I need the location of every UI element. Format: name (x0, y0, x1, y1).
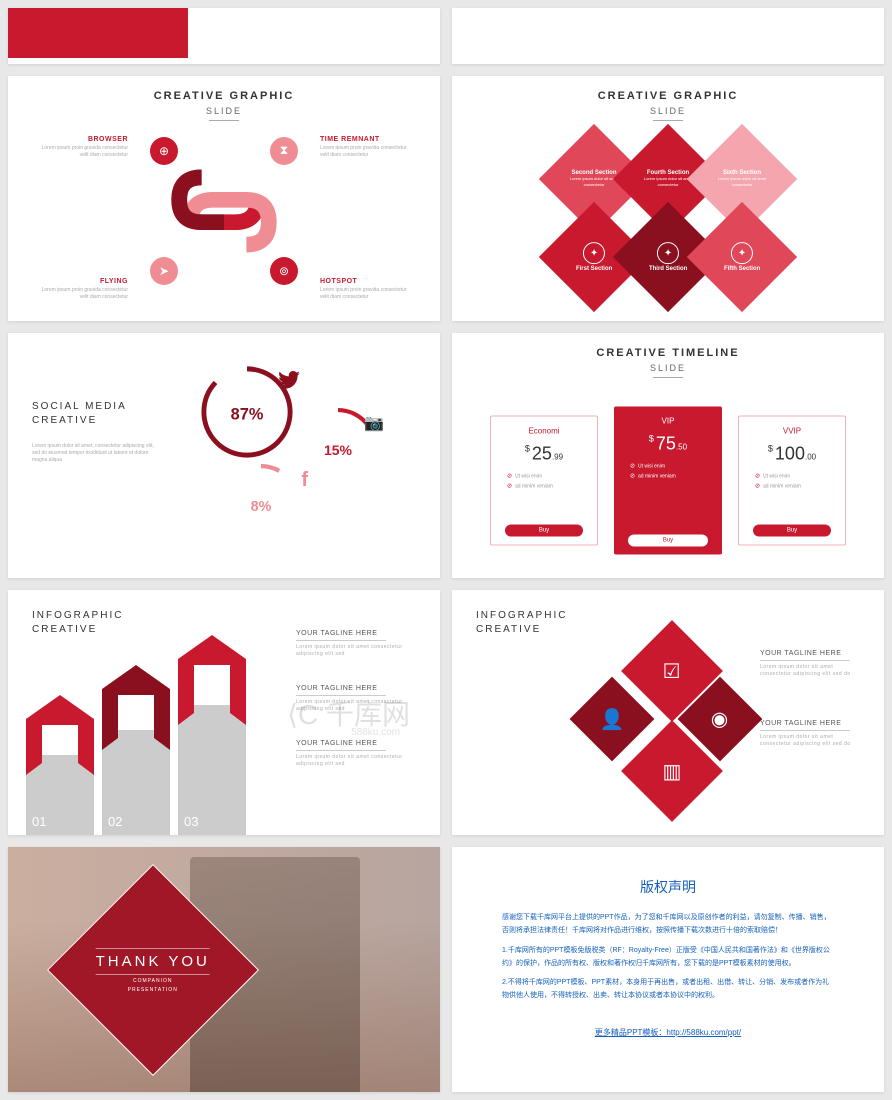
arrow-03: ◉ 03 (178, 705, 246, 835)
price-card-Economi: Economi $25.99 Ut wisi enimad minim veni… (490, 415, 598, 545)
knot-graphic: ⊕ ⧗ ➤ ⊚ (154, 141, 294, 281)
diamond-grid: ☑◉▥👤 (582, 635, 762, 815)
slide-social-media: SOCIAL MEDIA CREATIVE Lorem ipsum dolor … (8, 333, 440, 578)
label-time: TIME REMNANT Lorem ipsum proin gravida c… (320, 136, 410, 159)
price-card-VIP: VIP $75.50 Ut wisi enimad minim veniam B… (614, 406, 722, 554)
label-hotspot: HOTSPOT Lorem ipsum proin gravida consec… (320, 278, 410, 301)
slide-partial-top-right (452, 8, 884, 64)
ring-twitter: 87% (198, 363, 296, 466)
price-row: Economi $25.99 Ut wisi enimad minim veni… (490, 415, 846, 554)
slide-infographic-arrows: INFOGRAPHIC CREATIVE ☑ 01 ▥ 02 ◉ 03 YOUR… (8, 590, 440, 835)
slide-partial-top (8, 8, 440, 64)
lorem: Lorem ipsum dolor sit amet, consectetur … (32, 443, 162, 464)
buy-button[interactable]: Buy (505, 524, 583, 536)
copyright-body: 感谢您下载千库网平台上提供的PPT作品，为了您和千库网以及原创作者的利益，请勿复… (452, 897, 884, 1017)
slide-title-2: CREATIVE (32, 415, 97, 426)
slide-creative-graphic-diamonds: CREATIVE GRAPHIC SLIDE Second SectionLor… (452, 76, 884, 321)
label-flying: FLYING Lorem ipsum proin gravida consect… (38, 278, 128, 301)
arrow-01: ☑ 01 (26, 755, 94, 835)
slide-creative-graphic-knot: CREATIVE GRAPHIC SLIDE ⊕ ⧗ ➤ ⊚ BROWSER L… (8, 76, 440, 321)
slide-title-1: INFOGRAPHIC (476, 610, 567, 621)
knot-icon-browser: ⊕ (150, 137, 178, 165)
tagline: YOUR TAGLINE HERELorem ipsum dolor sit a… (296, 740, 416, 768)
slide-subtitle: SLIDE (452, 363, 884, 373)
slide-title: CREATIVE GRAPHIC (452, 76, 884, 106)
ring-camera: 15% 📷 (296, 405, 380, 494)
knot-icon-time: ⧗ (270, 137, 298, 165)
arrow-area: ☑ 01 ▥ 02 ◉ 03 (26, 705, 246, 835)
slide-title-1: SOCIAL MEDIA (32, 401, 127, 412)
slide-title: CREATIVE GRAPHIC (8, 76, 440, 106)
slide-pricing: CREATIVE TIMELINE SLIDE Economi $25.99 U… (452, 333, 884, 578)
slide-title-2: CREATIVE (476, 624, 541, 635)
knot-icon-flying: ➤ (150, 257, 178, 285)
red-block (8, 8, 188, 58)
slide-copyright: 版权声明 感谢您下载千库网平台上提供的PPT作品，为了您和千库网以及原创作者的利… (452, 847, 884, 1092)
slide-subtitle: SLIDE (452, 106, 884, 116)
watermark-sub: 588ku.com (351, 727, 400, 738)
tagline: YOUR TAGLINE HERELorem ipsum dolor sit a… (760, 650, 860, 678)
slide-infographic-diamonds: INFOGRAPHIC CREATIVE ☑◉▥👤 YOUR TAGLINE H… (452, 590, 884, 835)
thank-you-text: THANK YOU (96, 947, 210, 974)
slide-title-2: CREATIVE (32, 624, 97, 635)
copyright-link[interactable]: 更多精品PPT模板：http://588ku.com/ppt/ (452, 1027, 884, 1038)
ring-f: 8% f (218, 461, 304, 552)
slide-grid: CREATIVE GRAPHIC SLIDE ⊕ ⧗ ➤ ⊚ BROWSER L… (8, 8, 884, 1092)
tagline: YOUR TAGLINE HERELorem ipsum dolor sit a… (760, 720, 860, 748)
companion-text: COMPANION (96, 977, 210, 983)
slide-title-1: INFOGRAPHIC (32, 610, 123, 621)
divider (653, 120, 683, 121)
divider (209, 120, 239, 121)
buy-button[interactable]: Buy (753, 524, 831, 536)
diamond-row: Second SectionLorem ipsum dolor sit amet… (557, 163, 779, 273)
price-card-VVIP: VVIP $100.00 Ut wisi enimad minim veniam… (738, 415, 846, 545)
diamond: Sixth SectionLorem ipsum dolor sit amet … (687, 163, 797, 273)
tagline: YOUR TAGLINE HERELorem ipsum dolor sit a… (296, 630, 416, 658)
buy-button[interactable]: Buy (628, 534, 708, 546)
arrow-02: ▥ 02 (102, 730, 170, 835)
slide-thank-you: THANK YOU COMPANION PRESENTATION (8, 847, 440, 1092)
knot-icon-hotspot: ⊚ (270, 257, 298, 285)
divider (653, 377, 683, 378)
knot-svg (168, 155, 280, 267)
copyright-title: 版权声明 (452, 877, 884, 897)
slide-subtitle: SLIDE (8, 106, 440, 116)
presentation-text: PRESENTATION (96, 986, 210, 992)
label-browser: BROWSER Lorem ipsum proin gravida consec… (38, 136, 128, 159)
slide-title: CREATIVE TIMELINE (452, 333, 884, 363)
tagline: YOUR TAGLINE HERELorem ipsum dolor sit a… (296, 685, 416, 713)
